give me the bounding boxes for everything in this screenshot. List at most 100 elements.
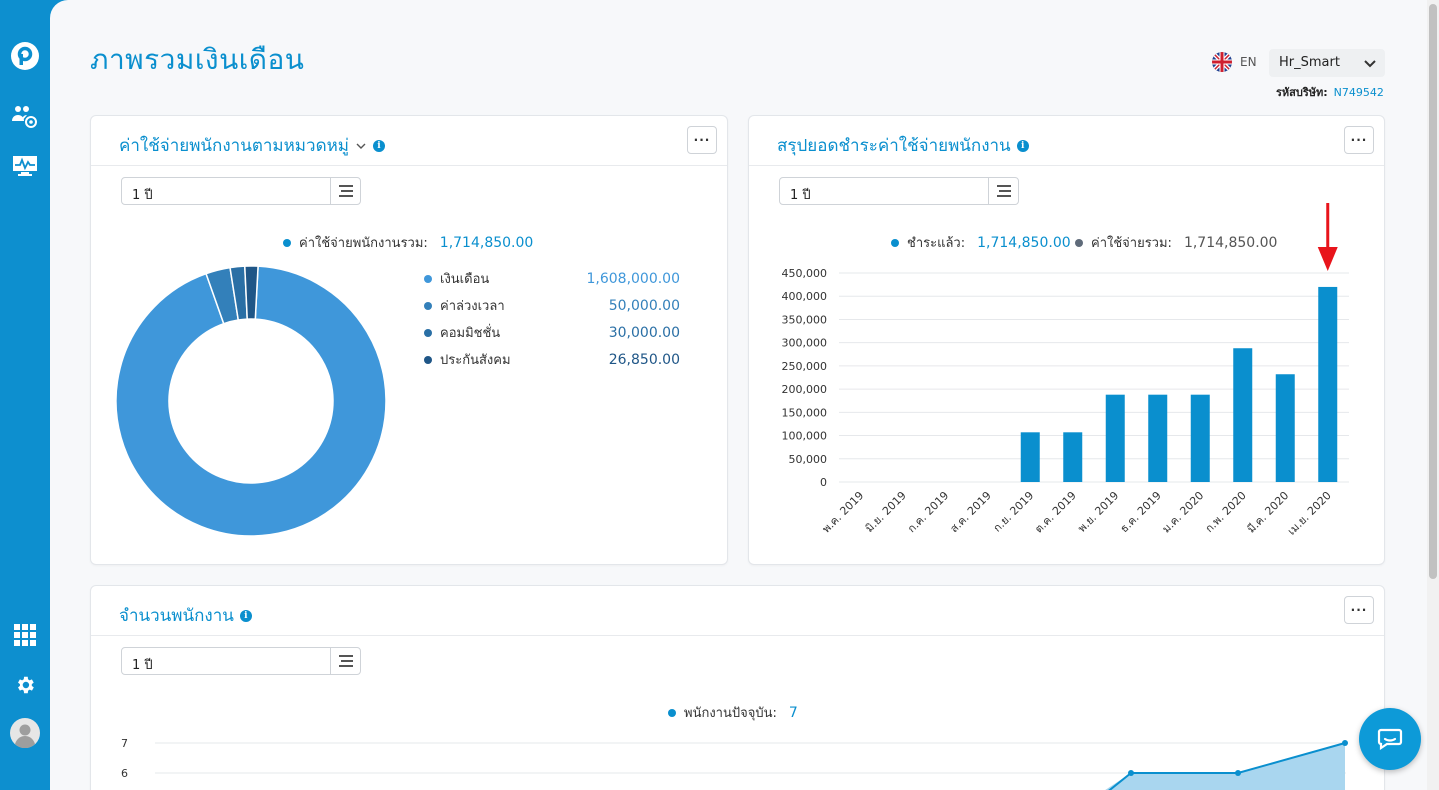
y-tick-label: 250,000 xyxy=(782,360,828,373)
y-tick-label: 450,000 xyxy=(782,267,828,280)
legend-dot xyxy=(668,708,676,717)
more-options-button[interactable]: ··· xyxy=(687,126,717,154)
period-value[interactable]: 1 ปี xyxy=(132,658,153,673)
scrollbar-thumb[interactable] xyxy=(1429,4,1437,579)
area-fill xyxy=(1105,743,1345,790)
period-value[interactable]: 1 ปี xyxy=(790,188,811,203)
x-tick-label: ม.ค. 2020 xyxy=(1160,489,1207,536)
more-options-button[interactable]: ··· xyxy=(1344,126,1374,154)
y-tick-label: 100,000 xyxy=(782,430,828,443)
x-tick-label: เม.ย. 2020 xyxy=(1285,489,1334,538)
bar[interactable] xyxy=(1063,432,1083,482)
legend-value: 1,608,000.00 xyxy=(586,270,680,287)
legend-dot xyxy=(1075,238,1083,247)
bar[interactable] xyxy=(1190,394,1210,482)
bar[interactable] xyxy=(1233,348,1253,482)
users-settings-icon[interactable] xyxy=(9,101,41,133)
total-expense-value: 1,714,850.00 xyxy=(439,234,534,251)
y-tick-label: 0 xyxy=(820,476,827,489)
language-switch[interactable]: EN xyxy=(1212,52,1257,72)
legend-row[interactable]: เงินเดือน 1,608,000.00 xyxy=(424,265,680,292)
list-icon[interactable] xyxy=(988,178,1018,204)
card-header: จำนวนพนักงาน i ··· xyxy=(91,586,1384,636)
data-point[interactable] xyxy=(1235,770,1241,776)
paid-value: 1,714,850.00 xyxy=(977,234,1071,251)
donut-slice-0[interactable] xyxy=(115,265,387,537)
legend-row[interactable]: ประกันสังคม 26,850.00 xyxy=(424,346,680,373)
period-select[interactable]: 1 ปี xyxy=(779,177,1019,205)
x-tick-label: ส.ค. 2019 xyxy=(948,489,994,535)
chevron-down-icon xyxy=(1364,60,1376,68)
donut-chart xyxy=(115,265,387,537)
legend-label: เงินเดือน xyxy=(424,268,489,289)
y-tick-label: 150,000 xyxy=(782,406,828,419)
x-tick-label: พ.ค. 2019 xyxy=(820,489,867,536)
expense-by-category-card: ค่าใช้จ่ายพนักงานตามหมวดหมู่ i ··· 1 ปี … xyxy=(90,115,728,565)
x-tick-label: ธ.ค. 2019 xyxy=(1118,489,1164,535)
card-title-text: สรุปยอดชำระค่าใช้จ่ายพนักงาน xyxy=(777,136,1011,156)
total-expense-label: ค่าใช้จ่ายพนักงานรวม: xyxy=(299,236,428,251)
legend-label: คอมมิชชั่น xyxy=(424,322,500,343)
total-expense-summary: ค่าใช้จ่ายพนักงานรวม: 1,714,850.00 xyxy=(283,232,533,253)
legend-dot xyxy=(283,238,291,247)
x-tick-label: มิ.ย. 2019 xyxy=(863,489,909,535)
card-title: จำนวนพนักงาน i xyxy=(119,602,252,629)
period-value[interactable]: 1 ปี xyxy=(132,188,153,203)
x-tick-label: ก.ค. 2019 xyxy=(905,489,951,535)
payment-summary-card: สรุปยอดชำระค่าใช้จ่ายพนักงาน i ··· 1 ปี … xyxy=(748,115,1385,565)
y-tick-label: 6 xyxy=(121,767,128,780)
x-tick-label: พ.ย. 2019 xyxy=(1075,489,1121,535)
donut-slice-3[interactable] xyxy=(244,265,259,320)
chat-button[interactable] xyxy=(1359,708,1421,770)
list-icon[interactable] xyxy=(330,178,360,204)
category-legend: เงินเดือน 1,608,000.00 ค่าล่วงเวลา 50,000.0… xyxy=(424,265,680,373)
y-tick-label: 400,000 xyxy=(782,290,828,303)
logo-icon[interactable] xyxy=(9,40,41,72)
y-tick-label: 50,000 xyxy=(789,453,828,466)
company-code-label: รหัสบริษัท: xyxy=(1276,86,1328,99)
apps-grid-icon[interactable] xyxy=(9,619,41,651)
gear-icon[interactable] xyxy=(9,669,41,701)
data-point[interactable] xyxy=(1342,740,1348,746)
legend-dot xyxy=(424,301,432,310)
legend-dot xyxy=(424,328,432,337)
avatar[interactable] xyxy=(9,717,41,749)
info-icon[interactable]: i xyxy=(373,139,386,152)
legend-label: ค่าล่วงเวลา xyxy=(424,295,505,316)
monitor-icon[interactable] xyxy=(9,150,41,182)
bar[interactable] xyxy=(1318,286,1338,482)
y-tick-label: 300,000 xyxy=(782,337,828,350)
period-select[interactable]: 1 ปี xyxy=(121,177,361,205)
chevron-down-icon[interactable] xyxy=(355,140,367,152)
legend-row[interactable]: ค่าล่วงเวลา 50,000.00 xyxy=(424,292,680,319)
paid-label: ชำระแล้ว: xyxy=(907,236,966,251)
info-icon[interactable]: i xyxy=(1016,139,1029,152)
legend-dot xyxy=(424,274,432,283)
total-cost-summary: ค่าใช้จ่ายรวม: 1,714,850.00 xyxy=(1075,232,1277,253)
legend-value: 26,850.00 xyxy=(608,351,680,368)
series-line xyxy=(1108,742,1346,790)
period-select[interactable]: 1 ปี xyxy=(121,647,361,675)
bar[interactable] xyxy=(1105,394,1125,482)
card-header: สรุปยอดชำระค่าใช้จ่ายพนักงาน i ··· xyxy=(749,116,1384,166)
arrow-annotation xyxy=(1317,203,1338,271)
employee-area-chart: 67 xyxy=(121,737,1348,790)
legend-value: 50,000.00 xyxy=(608,297,680,314)
paid-summary: ชำระแล้ว: 1,714,850.00 xyxy=(891,232,1071,253)
total-cost-label: ค่าใช้จ่ายรวม: xyxy=(1091,236,1172,251)
more-options-button[interactable]: ··· xyxy=(1344,596,1374,624)
legend-label: ประกันสังคม xyxy=(424,349,511,370)
current-employee-summary: พนักงานปัจจุบัน: 7 xyxy=(668,702,798,723)
data-point[interactable] xyxy=(1128,770,1134,776)
chat-icon xyxy=(1377,728,1403,750)
language-label: EN xyxy=(1240,55,1257,69)
company-select[interactable]: Hr_Smart xyxy=(1269,49,1385,77)
list-icon[interactable] xyxy=(330,648,360,674)
bar[interactable] xyxy=(1275,374,1295,482)
bar[interactable] xyxy=(1148,394,1168,482)
legend-row[interactable]: คอมมิชชั่น 30,000.00 xyxy=(424,319,680,346)
bar[interactable] xyxy=(1020,432,1040,482)
scrollbar[interactable] xyxy=(1427,0,1439,790)
company-select-value: Hr_Smart xyxy=(1279,55,1340,70)
info-icon[interactable]: i xyxy=(239,609,252,622)
